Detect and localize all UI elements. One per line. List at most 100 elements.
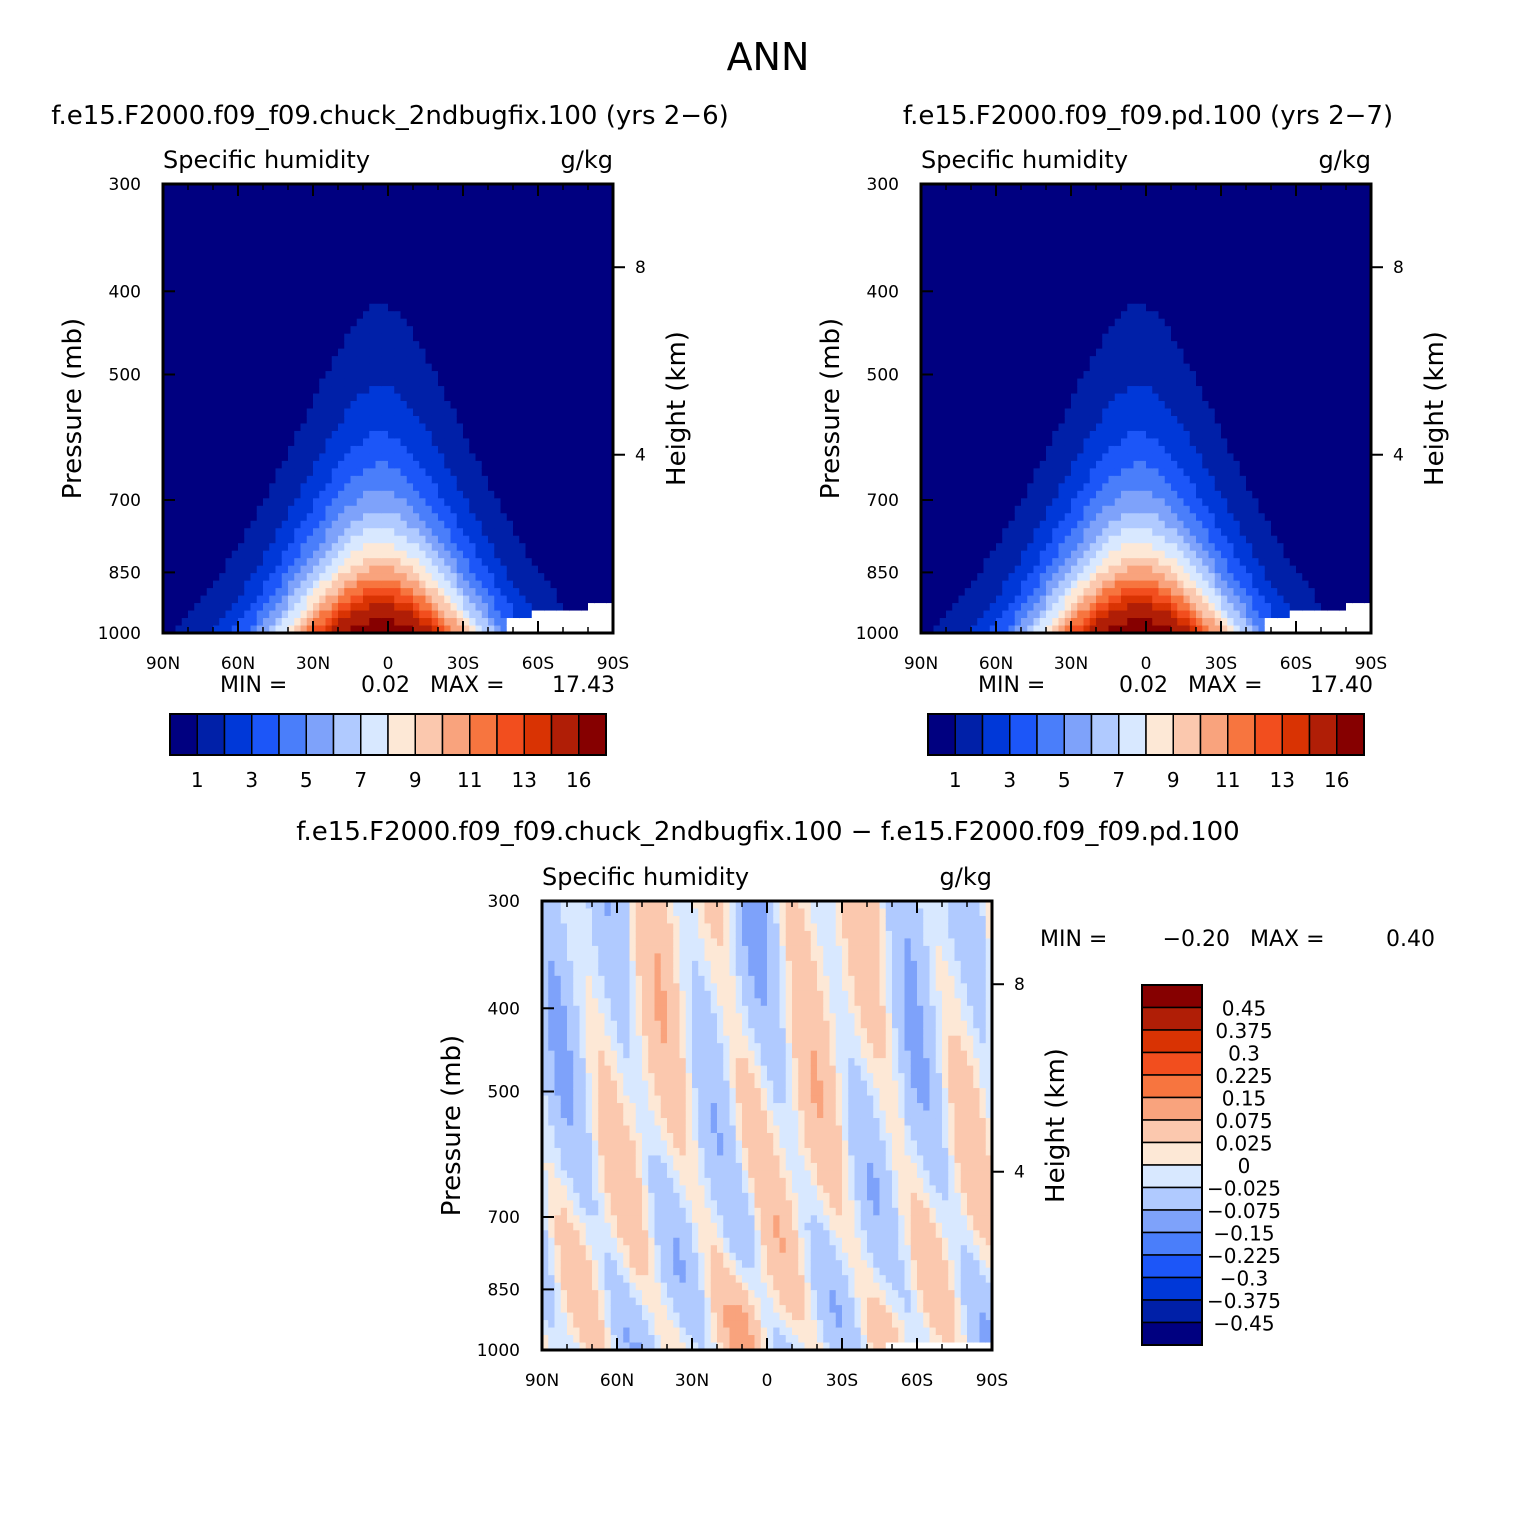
- contour-cell: [476, 596, 483, 604]
- contour-cell: [382, 588, 389, 596]
- contour-cell: [977, 266, 984, 274]
- contour-cell: [946, 528, 953, 536]
- contour-cell: [971, 191, 978, 199]
- contour-cell: [419, 214, 426, 222]
- contour-cell: [934, 326, 941, 334]
- contour-cell: [357, 379, 364, 387]
- contour-cell: [369, 566, 376, 574]
- contour-cell: [426, 281, 433, 289]
- contour-cell: [201, 581, 208, 589]
- contour-cell: [332, 334, 339, 342]
- contour-cell: [226, 386, 233, 394]
- contour-cell: [532, 289, 539, 297]
- contour-cell: [251, 401, 258, 409]
- contour-cell: [569, 409, 576, 417]
- contour-cell: [376, 251, 383, 259]
- contour-cell: [588, 214, 595, 222]
- contour-cell: [407, 461, 414, 469]
- contour-cell: [407, 476, 414, 484]
- contour-cell: [501, 558, 508, 566]
- contour-cell: [357, 573, 364, 581]
- contour-cell: [576, 274, 583, 282]
- contour-cell: [282, 326, 289, 334]
- contour-cell: [588, 438, 595, 446]
- contour-cell: [413, 401, 420, 409]
- contour-cell: [182, 214, 189, 222]
- contour-cell: [313, 394, 320, 402]
- contour-cell: [194, 513, 201, 521]
- contour-cell: [569, 326, 576, 334]
- contour-cell: [476, 423, 483, 431]
- contour-cell: [526, 476, 533, 484]
- contour-cell: [544, 521, 551, 529]
- contour-cell: [413, 236, 420, 244]
- contour-cell: [971, 513, 978, 521]
- contour-cell: [263, 371, 270, 379]
- contour-cell: [494, 401, 501, 409]
- contour-cell: [301, 476, 308, 484]
- contour-cell: [476, 438, 483, 446]
- contour-cell: [501, 461, 508, 469]
- contour-cell: [194, 206, 201, 214]
- contour-cell: [307, 461, 314, 469]
- contour-cell: [438, 438, 445, 446]
- contour-cell: [351, 453, 358, 461]
- contour-cell: [952, 446, 959, 454]
- contour-cell: [213, 558, 220, 566]
- contour-cell: [357, 401, 364, 409]
- contour-cell: [507, 416, 514, 424]
- contour-cell: [432, 588, 439, 596]
- contour-cell: [288, 296, 295, 304]
- contour-cell: [201, 423, 208, 431]
- contour-cell: [513, 491, 520, 499]
- contour-cell: [244, 551, 251, 559]
- contour-cell: [513, 371, 520, 379]
- contour-cell: [501, 446, 508, 454]
- contour-cell: [269, 476, 276, 484]
- contour-cell: [219, 341, 226, 349]
- contour-cell: [940, 618, 947, 626]
- contour-cell: [338, 214, 345, 222]
- contour-cell: [934, 409, 941, 417]
- contour-cell: [494, 596, 501, 604]
- contour-cell: [934, 423, 941, 431]
- contour-cell: [526, 438, 533, 446]
- contour-cell: [476, 573, 483, 581]
- contour-cell: [257, 461, 264, 469]
- contour-cell: [282, 334, 289, 342]
- contour-cell: [219, 364, 226, 372]
- contour-cell: [369, 281, 376, 289]
- contour-cell: [376, 289, 383, 297]
- contour-cell: [934, 371, 941, 379]
- contour-cell: [338, 573, 345, 581]
- contour-cell: [307, 506, 314, 514]
- contour-cell: [244, 214, 251, 222]
- contour-cell: [488, 214, 495, 222]
- contour-cell: [557, 199, 564, 207]
- contour-cell: [363, 214, 370, 222]
- contour-cell: [576, 551, 583, 559]
- contour-cell: [276, 244, 283, 252]
- contour-cell: [482, 281, 489, 289]
- contour-cell: [413, 588, 420, 596]
- contour-cell: [513, 236, 520, 244]
- contour-cell: [351, 319, 358, 327]
- contour-cell: [382, 401, 389, 409]
- contour-cell: [569, 349, 576, 357]
- contour-cell: [563, 483, 570, 491]
- contour-cell: [394, 476, 401, 484]
- contour-cell: [207, 581, 214, 589]
- contour-cell: [457, 461, 464, 469]
- contour-cell: [201, 341, 208, 349]
- contour-cell: [288, 581, 295, 589]
- contour-cell: [959, 221, 966, 229]
- contour-cell: [326, 199, 333, 207]
- contour-cell: [538, 491, 545, 499]
- contour-cell: [588, 191, 595, 199]
- contour-cell: [357, 543, 364, 551]
- contour-cell: [301, 491, 308, 499]
- contour-cell: [538, 476, 545, 484]
- contour-cell: [419, 409, 426, 417]
- contour-cell: [488, 199, 495, 207]
- contour-cell: [952, 206, 959, 214]
